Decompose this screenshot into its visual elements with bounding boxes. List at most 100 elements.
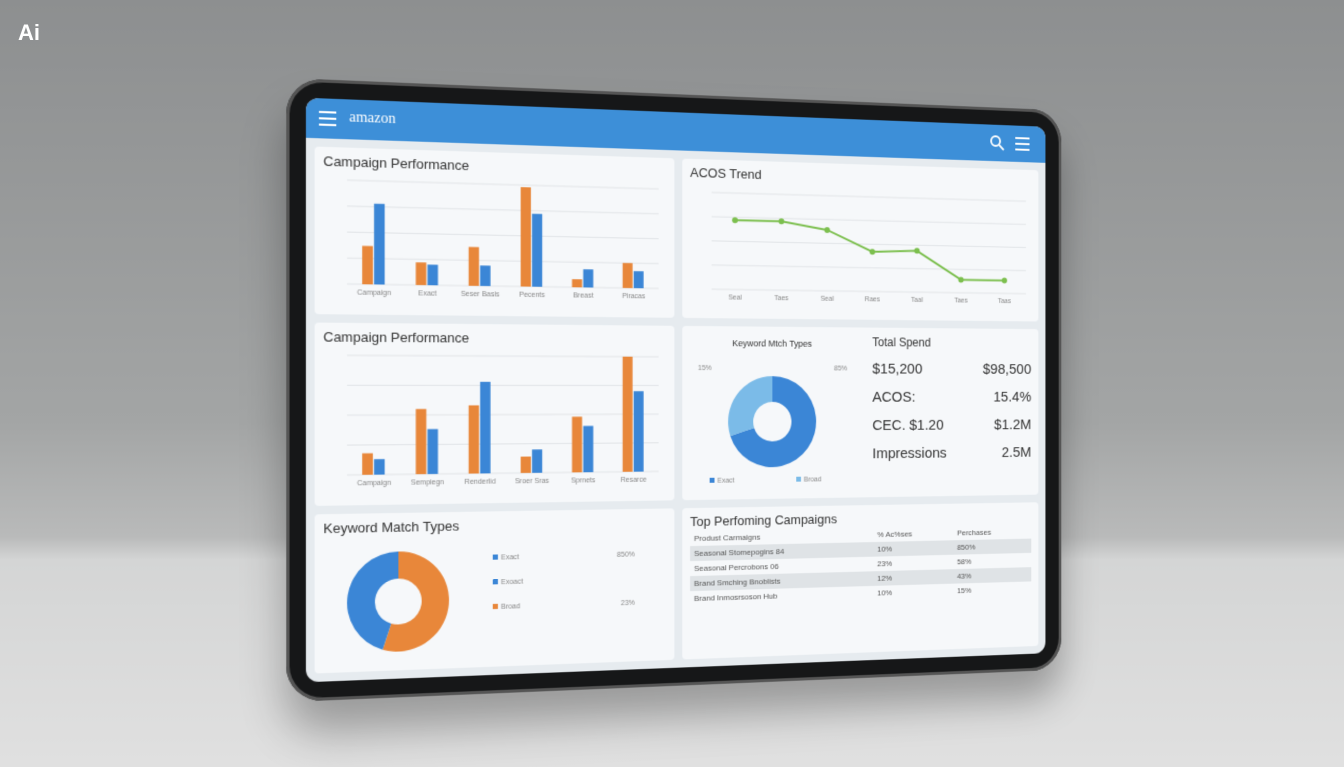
- panel: Keyword Match Types Exact 850% Exoact Broad 2…: [315, 508, 675, 673]
- donut-segment: [728, 376, 772, 436]
- stat-row: CEC. $1.20 $1.2M: [872, 417, 1031, 434]
- stat-row: $15,200 $98,500: [872, 361, 1031, 378]
- x-tick-label: Pecents: [519, 291, 545, 299]
- legend-pct: 23%: [621, 599, 636, 607]
- panel: Keyword Mtch Types 15% 85% Exact Broad Total…: [682, 326, 1038, 500]
- grid-line: [347, 284, 659, 288]
- menu-icon[interactable]: [319, 110, 341, 128]
- bar: [634, 391, 644, 471]
- bar: [427, 429, 437, 474]
- grid-line: [347, 471, 659, 475]
- x-tick-label: Seal: [821, 295, 835, 303]
- x-tick-label: Campaign: [357, 479, 391, 488]
- x-tick-label: Renderlid: [465, 478, 496, 486]
- stat-text: 2.5M: [1002, 444, 1032, 461]
- legend-swatch: [796, 477, 801, 482]
- grid-line: [347, 180, 659, 189]
- stats-title: Total Spend: [872, 335, 1031, 350]
- stat-text: Impressions: [872, 445, 946, 462]
- x-tick-label: Raes: [865, 295, 881, 303]
- x-tick-label: Taas: [998, 297, 1012, 305]
- grid-line: [347, 258, 659, 264]
- bar: [362, 246, 373, 285]
- bar: [480, 382, 490, 474]
- bar-chart: Campaign Exact Seser Basis Pecents Breast Pir…: [323, 171, 666, 307]
- panel: Top Perfoming Campaigns Produst Carmaigns…: [682, 502, 1038, 659]
- legend-swatch: [710, 478, 715, 483]
- bar: [480, 266, 490, 287]
- legend-swatch: [493, 579, 498, 584]
- stats: Total Spend $15,200 $98,500 ACOS: 15.4% CEC. …: [872, 335, 1031, 462]
- trend-point: [779, 218, 785, 224]
- grid-line: [347, 232, 659, 239]
- donut-label: 15%: [698, 364, 712, 372]
- x-tick-label: Piracas: [622, 292, 646, 300]
- x-tick-label: Taes: [954, 297, 968, 305]
- trend-point: [732, 217, 738, 223]
- stat-row: Impressions 2.5M: [872, 444, 1031, 462]
- legend-pct: 850%: [617, 550, 635, 558]
- bar: [583, 426, 593, 472]
- bar: [521, 457, 531, 473]
- trend-point: [958, 277, 963, 283]
- x-tick-label: Resarce: [621, 476, 647, 484]
- grid-line: [347, 414, 659, 415]
- grid-line: [347, 355, 659, 356]
- bar: [374, 459, 385, 475]
- bar: [521, 187, 531, 287]
- grid-line: [347, 443, 659, 445]
- grid-line: [712, 192, 1026, 201]
- bar: [572, 279, 582, 287]
- x-tick-label: Taal: [911, 296, 923, 304]
- donut-chart: Exact 850% Exoact Broad 23%: [323, 532, 666, 665]
- x-tick-label: Sprnets: [571, 476, 596, 484]
- bar: [532, 449, 542, 472]
- panel: Campaign Performance Campaign Sempiegn Rend…: [315, 323, 675, 506]
- trend-point: [870, 249, 876, 255]
- trend-point: [914, 248, 920, 254]
- stat-text: 15.4%: [993, 389, 1031, 405]
- bar: [427, 265, 437, 286]
- bar: [416, 409, 427, 474]
- tablet: amazon Campaign Performance Campaign Exact…: [286, 78, 1061, 702]
- bar: [362, 453, 373, 475]
- trend-line: [735, 220, 1004, 280]
- stat-text: CEC. $1.20: [872, 417, 943, 434]
- bar: [623, 263, 633, 288]
- bar: [469, 405, 479, 473]
- brand: amazon: [349, 110, 396, 128]
- trend-point: [1002, 278, 1007, 284]
- legend-label: Exoact: [501, 578, 523, 587]
- search-icon[interactable]: [990, 135, 1004, 151]
- panel-title: Campaign Performance: [323, 329, 666, 347]
- panel-title: Keyword Mtch Types: [732, 338, 812, 348]
- stat-text: $98,500: [983, 361, 1031, 377]
- donut-label: 85%: [834, 365, 848, 373]
- grid-line: [347, 206, 659, 214]
- line-chart: Seal Taes Seal Raes Taal Taes Taas: [690, 182, 1035, 311]
- scene: Ai amazon Campaign Performance Campaign Ex…: [0, 0, 1344, 767]
- table-cell: 10%: [874, 584, 954, 601]
- x-tick-label: Taes: [774, 294, 789, 302]
- x-tick-label: Seser Basis: [461, 290, 500, 299]
- grid-line: [712, 241, 1026, 248]
- bar: [572, 417, 582, 473]
- stat-text: $15,200: [872, 361, 922, 378]
- bar: [634, 271, 644, 288]
- legend-swatch: [493, 604, 498, 609]
- x-tick-label: Breast: [573, 291, 593, 299]
- trend-point: [824, 227, 830, 233]
- donut-chart: Keyword Mtch Types 15% 85% Exact Broad: [690, 332, 853, 492]
- bar: [583, 269, 593, 287]
- campaign-table: Produst Carmaigns% Ac%ses Perchases Season…: [690, 524, 1031, 606]
- x-tick-label: Sroer Sras: [515, 477, 550, 485]
- list-icon[interactable]: [1015, 136, 1031, 152]
- grid-line: [712, 289, 1026, 293]
- stat-row: ACOS: 15.4%: [872, 389, 1031, 406]
- panel: Campaign Performance Campaign Exact Seser B…: [315, 147, 675, 318]
- legend-label: Exact: [501, 553, 519, 561]
- legend-label: Exact: [717, 477, 734, 485]
- legend-label: Broad: [804, 476, 822, 484]
- table-cell: 15%: [953, 581, 1031, 598]
- bar: [469, 247, 479, 286]
